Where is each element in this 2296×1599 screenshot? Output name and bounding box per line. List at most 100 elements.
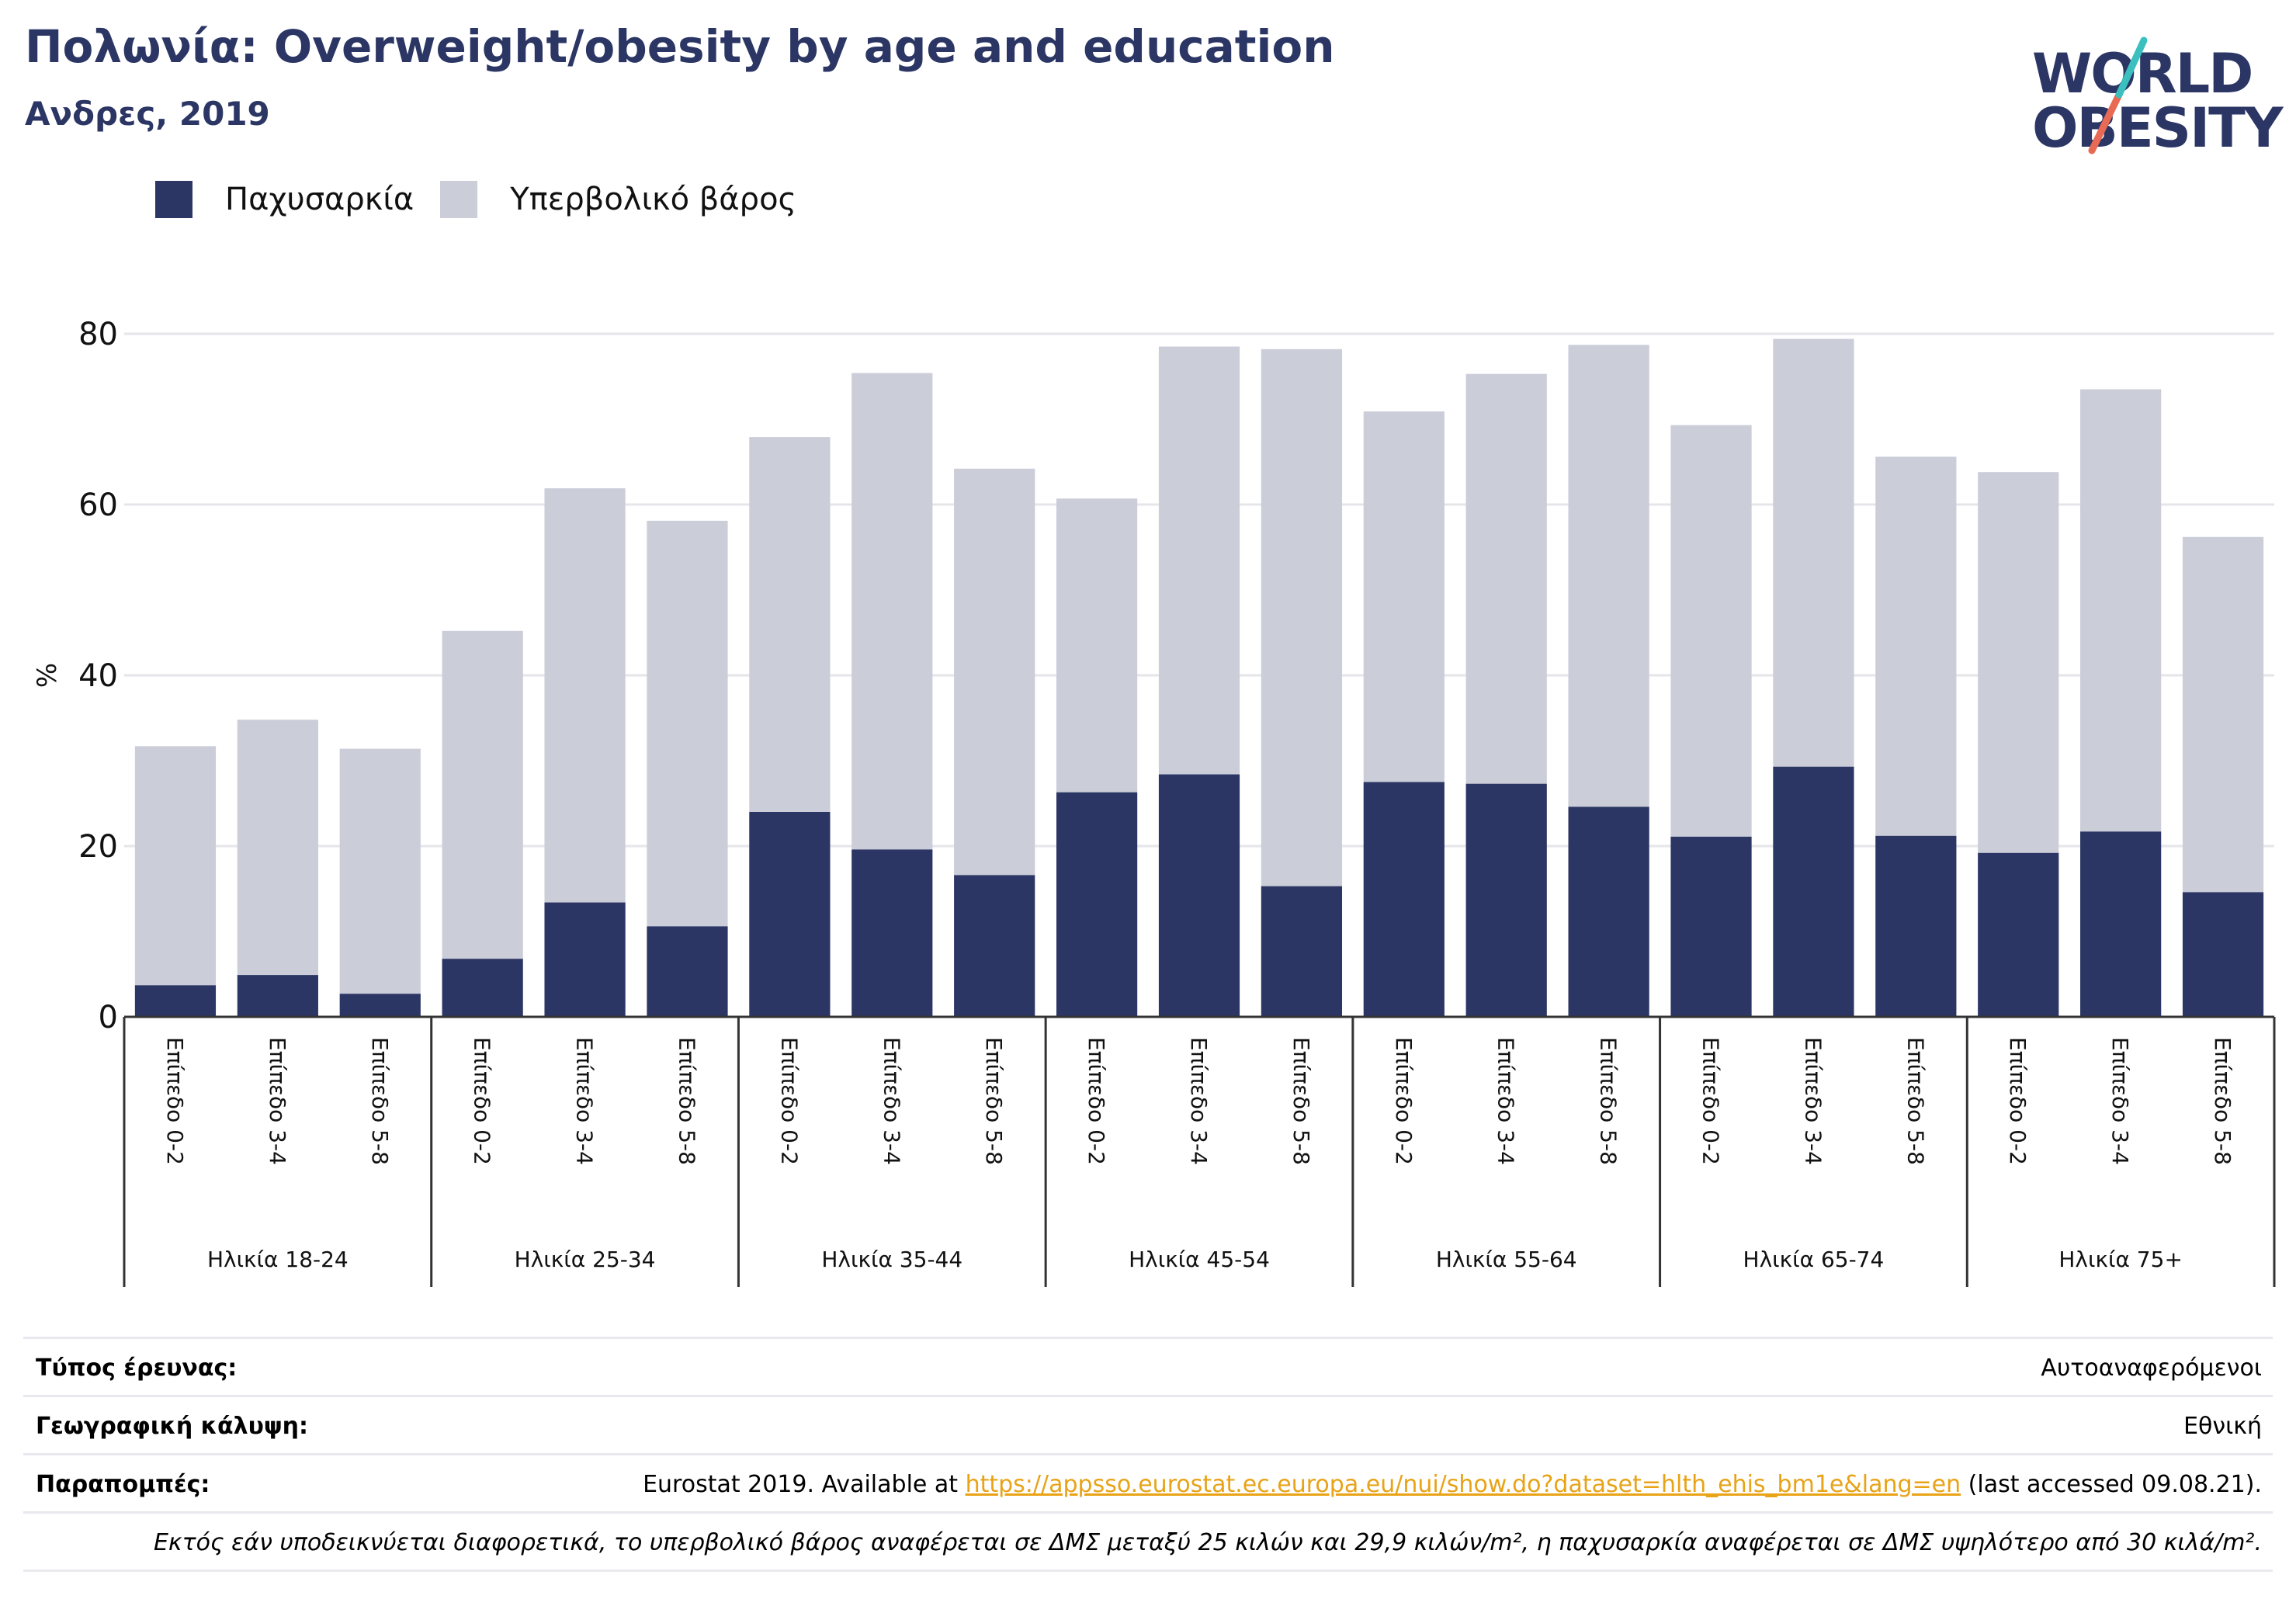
bar-obesity	[1056, 792, 1138, 1017]
x-tick-label: Επίπεδο 3-4	[2107, 1037, 2133, 1165]
group-label: Ηλικία 35-44	[821, 1247, 962, 1272]
bar-obesity	[1465, 783, 1547, 1017]
logo-text-line2: OBESITY	[2032, 96, 2284, 160]
bar-overweight	[1773, 338, 1854, 767]
bar-overweight	[1261, 349, 1343, 886]
legend-swatch-overweight	[440, 181, 478, 218]
bar-obesity	[954, 875, 1035, 1017]
bar-obesity	[1568, 806, 1649, 1017]
bar-obesity	[851, 849, 933, 1017]
bar-obesity	[237, 975, 318, 1017]
group-label: Ηλικία 25-34	[515, 1247, 656, 1272]
x-tick-label: Επίπεδο 3-4	[879, 1037, 904, 1165]
bar-overweight	[647, 520, 728, 927]
info-row-survey-type: Τύπος έρευνας: Αυτοαναφερόμενοι	[23, 1337, 2273, 1395]
bar-overweight	[1363, 411, 1445, 782]
bar-obesity	[2182, 892, 2264, 1017]
bar-overweight	[544, 488, 626, 903]
legend-label-overweight: Υπερβολικό βάρος	[510, 182, 797, 217]
bar-overweight	[134, 746, 217, 986]
x-tick-label: Επίπεδο 0-2	[470, 1037, 495, 1165]
info-row-note: Εκτός εάν υποδεικνύεται διαφορετικά, το …	[23, 1511, 2273, 1572]
legend-swatch-obesity	[155, 181, 192, 218]
y-tick-label: 40	[78, 658, 118, 694]
group-label: Ηλικία 75+	[2058, 1247, 2183, 1272]
bar-overweight	[1465, 373, 1547, 784]
logo-slash-icon	[2088, 36, 2148, 154]
x-tick-label: Επίπεδο 0-2	[2005, 1037, 2031, 1165]
bar-obesity	[134, 985, 217, 1017]
survey-type-value: Αυτοαναφερόμενοι	[2041, 1354, 2262, 1382]
x-tick-label: Επίπεδο 5-8	[1902, 1037, 1928, 1165]
x-tick-label: Επίπεδο 5-8	[367, 1037, 393, 1165]
bar-overweight	[1978, 472, 2059, 853]
x-tick-label: Επίπεδο 5-8	[1288, 1037, 1314, 1165]
x-tick-label: Επίπεδο 0-2	[1391, 1037, 1417, 1165]
coverage-label: Γεωγραφική κάλυψη:	[36, 1413, 309, 1440]
survey-type-label: Τύπος έρευνας:	[36, 1354, 238, 1382]
x-tick-label: Επίπεδο 5-8	[674, 1037, 699, 1165]
x-tick-label: Επίπεδο 5-8	[1596, 1037, 1621, 1165]
coverage-value: Εθνική	[2183, 1413, 2262, 1440]
references-value: Eurostat 2019. Available at https://apps…	[643, 1471, 2262, 1498]
references-suffix: (last accessed 09.08.21).	[1961, 1471, 2262, 1498]
x-tick-label: Επίπεδο 3-4	[572, 1037, 598, 1165]
y-tick-label: 60	[78, 487, 118, 523]
y-tick-label: 20	[78, 829, 118, 865]
bar-obesity	[2080, 831, 2162, 1017]
y-axis-label: %	[32, 663, 63, 688]
bar-overweight	[237, 720, 318, 976]
bar-obesity	[339, 994, 421, 1017]
bar-overweight	[2182, 536, 2264, 893]
x-tick-label: Επίπεδο 0-2	[1698, 1037, 1724, 1165]
x-tick-label: Επίπεδο 0-2	[162, 1037, 188, 1165]
info-row-references: Παραπομπές: Eurostat 2019. Available at …	[23, 1453, 2273, 1511]
bar-obesity	[544, 902, 626, 1017]
references-label: Παραπομπές:	[36, 1471, 210, 1498]
bar-overweight	[1568, 345, 1649, 807]
bar-obesity	[749, 812, 831, 1017]
legend-label-obesity: Παχυσαρκία	[225, 182, 414, 217]
bar-overweight	[442, 630, 523, 959]
group-label: Ηλικία 45-54	[1129, 1247, 1270, 1272]
x-tick-label: Επίπεδο 0-2	[1084, 1037, 1109, 1165]
bar-obesity	[1158, 774, 1240, 1017]
x-tick-label: Επίπεδο 5-8	[981, 1037, 1007, 1165]
group-label: Ηλικία 18-24	[207, 1247, 349, 1272]
bar-overweight	[2080, 389, 2162, 832]
chart-subtitle: Ανδρες, 2019	[25, 95, 270, 133]
chart-legend: Παχυσαρκία Υπερβολικό βάρος	[155, 180, 823, 219]
group-label: Ηλικία 65-74	[1743, 1247, 1885, 1272]
bar-obesity	[647, 926, 728, 1017]
x-tick-label: Επίπεδο 3-4	[1493, 1037, 1519, 1165]
logo-text-line1: WORLD	[2032, 42, 2253, 106]
bar-obesity	[1875, 835, 1957, 1017]
y-tick-label: 0	[99, 1000, 118, 1035]
bar-overweight	[851, 373, 933, 850]
bar-overweight	[1670, 425, 1752, 837]
bar-obesity	[442, 959, 523, 1017]
info-row-coverage: Γεωγραφική κάλυψη: Εθνική	[23, 1395, 2273, 1453]
x-tick-label: Επίπεδο 5-8	[2210, 1037, 2235, 1165]
bar-overweight	[954, 468, 1035, 876]
bar-overweight	[1875, 456, 1957, 836]
bar-obesity	[1773, 766, 1854, 1017]
x-tick-label: Επίπεδο 0-2	[776, 1037, 802, 1165]
info-table: Τύπος έρευνας: Αυτοαναφερόμενοι Γεωγραφι…	[23, 1337, 2273, 1572]
bar-overweight	[1056, 498, 1138, 793]
bar-obesity	[1670, 836, 1752, 1017]
bar-obesity	[1978, 852, 2059, 1017]
bar-overweight	[749, 437, 831, 812]
chart-title: Πολωνία: Overweight/obesity by age and e…	[25, 20, 1335, 73]
definition-note: Εκτός εάν υποδεικνύεται διαφορετικά, το …	[153, 1529, 2262, 1556]
stacked-bar-chart: 0 20 40 60 80% Επίπεδο 0-2 Επίπεδο 3-4 Επίπεδο …	[32, 317, 2276, 1287]
bar-overweight	[339, 748, 421, 994]
bar-obesity	[1261, 886, 1343, 1017]
references-link[interactable]: https://appsso.eurostat.ec.europa.eu/nui…	[965, 1471, 1961, 1498]
bar-obesity	[1363, 782, 1445, 1017]
bar-overweight	[1158, 346, 1240, 775]
y-tick-label: 80	[78, 317, 118, 352]
group-label: Ηλικία 55-64	[1436, 1247, 1577, 1272]
references-prefix: Eurostat 2019. Available at	[643, 1471, 966, 1498]
x-tick-label: Επίπεδο 3-4	[1186, 1037, 1212, 1165]
